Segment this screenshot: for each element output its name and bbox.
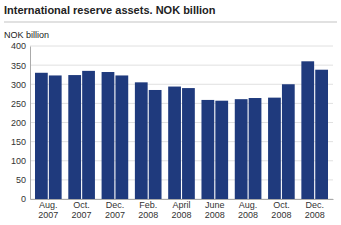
y-tick: 100 — [11, 156, 30, 166]
x-tick-label: Feb.2008 — [138, 200, 158, 219]
plot: 0 50 100 150 200 250 300 350 400 Aug.2007 Oct.2007… — [11, 41, 334, 219]
bar — [235, 99, 248, 199]
x-tick-label-line: 2008 — [205, 210, 225, 220]
x-tick-label: Dec.2007 — [105, 200, 125, 219]
grid-line — [30, 65, 333, 66]
bar — [201, 100, 214, 199]
bar — [68, 75, 81, 199]
x-tick-label-line: 2007 — [105, 210, 125, 220]
x-tick-label: Oct.2008 — [271, 200, 291, 219]
x-tick-label-line: 2008 — [171, 210, 191, 220]
y-tick: 50 — [16, 175, 30, 185]
bar — [249, 98, 262, 199]
x-tick-label-line: 2007 — [38, 210, 58, 220]
x-tick: Dec.2008 — [305, 200, 325, 219]
chart: International reserve assets. NOK billio… — [0, 0, 341, 225]
y-tick-label: 50 — [16, 175, 26, 185]
grid-line — [30, 46, 333, 47]
y-tick-label: 0 — [21, 194, 26, 204]
bar — [35, 73, 48, 199]
y-tick-label: 300 — [11, 80, 26, 90]
y-tick: 200 — [11, 118, 30, 128]
x-tick: Dec.2007 — [105, 200, 125, 219]
x-tick-label-line: 2007 — [72, 210, 92, 220]
y-label: NOK billion — [4, 30, 49, 40]
x-tick-label: June2008 — [205, 200, 225, 219]
y-axis: 0 50 100 150 200 250 300 350 400 — [11, 41, 31, 204]
x-tick-label: Aug.2008 — [238, 200, 258, 219]
y-tick: 300 — [11, 80, 30, 90]
bar — [282, 84, 295, 199]
x-tick-label: April2008 — [171, 200, 191, 219]
x-tick-label: Aug.2007 — [38, 200, 58, 219]
y-tick-label: 400 — [11, 41, 26, 51]
y-tick: 400 — [11, 41, 30, 51]
bar — [301, 61, 314, 199]
bar — [268, 98, 281, 199]
x-tick-label-line: 2008 — [271, 210, 291, 220]
y-tick-label: 250 — [11, 99, 26, 109]
y-tick-label: 150 — [11, 137, 26, 147]
bar — [182, 88, 195, 199]
bar — [168, 87, 181, 199]
bar — [82, 71, 95, 199]
x-tick-label-line: 2008 — [305, 210, 325, 220]
x-tick-label: Oct.2007 — [72, 200, 92, 219]
grid — [30, 46, 333, 199]
x-axis: Aug.2007 Oct.2007 Dec.2007 Feb.2008 April200… — [31, 200, 334, 220]
bar — [102, 72, 115, 199]
x-tick-label: Dec.2008 — [305, 200, 325, 219]
x-tick: June2008 — [205, 200, 225, 219]
bars — [35, 61, 328, 199]
y-tick: 150 — [11, 137, 30, 147]
bar — [315, 70, 328, 199]
y-tick: 0 — [21, 194, 30, 204]
title: International reserve assets. NOK billio… — [4, 4, 216, 16]
bar — [115, 75, 128, 199]
x-tick: Aug.2007 — [38, 200, 58, 219]
y-tick: 250 — [11, 99, 30, 109]
x-tick-label-line: 2008 — [238, 210, 258, 220]
x-tick: Oct.2008 — [271, 200, 291, 219]
y-axis-line — [30, 47, 31, 200]
x-tick: Aug.2008 — [238, 200, 258, 219]
y-tick-label: 350 — [11, 61, 26, 71]
y-tick-label: 100 — [11, 156, 26, 166]
x-tick: April2008 — [171, 200, 191, 219]
x-tick-label-line: 2008 — [138, 210, 158, 220]
bar — [135, 82, 148, 199]
separator — [4, 22, 337, 23]
x-tick: Feb.2008 — [138, 200, 158, 219]
x-tick: Oct.2007 — [72, 200, 92, 219]
bar — [49, 75, 62, 199]
y-tick-label: 200 — [11, 118, 26, 128]
bar — [215, 101, 228, 199]
y-tick: 350 — [11, 61, 30, 71]
bar — [149, 90, 162, 199]
